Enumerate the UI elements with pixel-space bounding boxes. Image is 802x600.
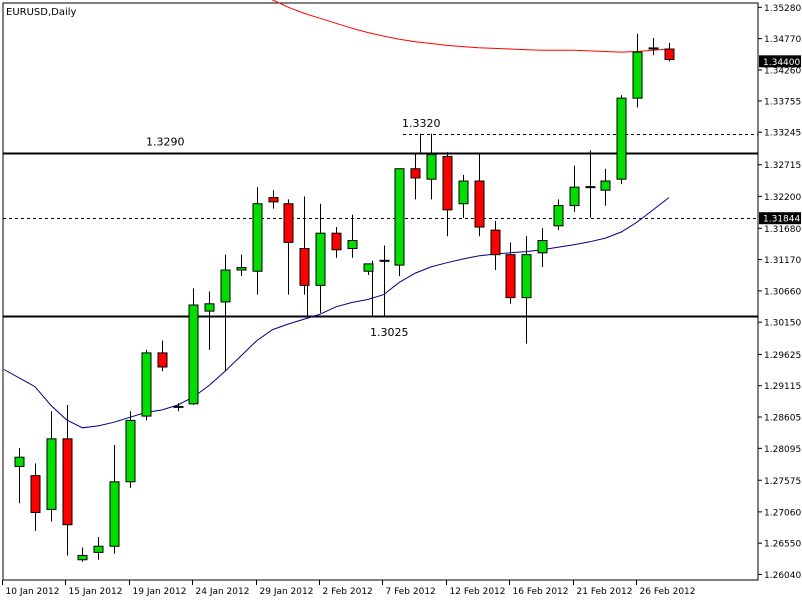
y-tick-label: 1.27060 [764,508,801,518]
y-tick-label: 1.34770 [764,35,801,45]
x-tick-label: 29 Jan 2012 [260,587,314,597]
price-tag-text: 1.34400 [763,58,800,68]
x-tick-label: 10 Jan 2012 [6,587,60,597]
candle-bull [46,438,57,510]
level-annotation: 1.3320 [402,117,441,130]
candle-bear [442,155,453,211]
x-tick-label: 7 Feb 2012 [386,587,436,597]
x-tick-label: 19 Jan 2012 [133,587,187,597]
price-axis: 1.35280 1.34770 1.34260 1.33755 1.33245 1.327… [758,4,801,581]
price-tag-box [759,212,801,225]
moving-average-line [271,0,669,53]
chart-title: EURUSD,Daily [6,7,77,18]
x-tick-label: 21 Feb 2012 [577,587,633,597]
candle-bear [30,475,41,513]
y-tick-label: 1.34260 [764,66,801,76]
candle-bull [315,232,326,286]
candle-bear [490,229,501,256]
y-tick-label: 1.28095 [764,445,801,455]
candle-bull [458,180,469,205]
price-tags: 1.34400 1.31844 [759,55,801,225]
candle-bear [331,232,342,251]
y-tick-label: 1.26550 [764,540,801,550]
x-tick-label: 24 Jan 2012 [196,587,250,597]
candle-bear [664,48,675,60]
candle-bull [553,205,564,227]
level-annotation: 1.3025 [370,326,409,339]
y-tick-label: 1.32715 [764,161,801,171]
candle-bull [236,267,247,271]
y-tick-label: 1.31170 [764,256,801,266]
candle-bull [394,168,405,266]
candle-bull [14,456,25,467]
price-tag-box [759,55,801,68]
candle-bull [537,240,548,254]
plot-frame [2,2,759,581]
y-tick-label: 1.28605 [764,414,801,424]
y-tick-label: 1.32200 [764,193,801,203]
y-tick-label: 1.33245 [764,129,801,139]
y-tick-label: 1.27575 [764,477,801,487]
candle-bull [204,303,215,312]
y-tick-label: 1.29115 [764,382,801,392]
price-tag-text: 1.31844 [763,215,800,225]
candle-bear [283,203,294,243]
y-tick-label: 1.26040 [764,571,801,581]
candle-bull [141,352,152,417]
candle-bull [521,254,532,299]
y-tick-label: 1.35280 [764,4,801,14]
y-tick-label: 1.31680 [764,225,801,235]
x-tick-label: 12 Feb 2012 [450,587,506,597]
candle-bull [220,269,231,303]
y-tick-label: 1.30660 [764,287,801,297]
candle-bull [125,419,136,483]
y-tick-label: 1.30150 [764,319,801,329]
candle-bull [600,180,611,191]
x-tick-label: 15 Jan 2012 [69,587,123,597]
candle-bull [77,554,88,561]
candle-bear [268,197,279,203]
moving-average-line [3,197,670,429]
candle-bull [109,481,120,547]
x-tick-label: 16 Feb 2012 [513,587,569,597]
candle-bull [569,186,580,207]
level-annotation: 1.3290 [146,135,185,148]
candle-bull [252,203,263,272]
moving-averages [3,0,670,429]
candle-bull [363,263,374,272]
time-axis: 10 Jan 2012 15 Jan 2012 19 Jan 2012 24 Jan … [2,580,696,597]
candle-bear [410,168,421,179]
candle-bull [426,154,437,180]
annotations: 1.3290 1.3320 1.3025 [146,117,441,339]
candle-bear [474,180,485,228]
candle-bear [157,352,168,368]
candle-bear [505,254,516,299]
candle-bull [188,304,199,405]
y-tick-label: 1.33755 [764,97,801,107]
x-tick-label: 26 Feb 2012 [640,587,696,597]
candle-bear [62,438,73,526]
horizontal-lines [3,133,758,318]
candle-bull [347,240,358,250]
candle-bear [299,248,310,286]
candles [14,33,675,562]
x-tick-label: 2 Feb 2012 [323,587,373,597]
candle-bull [616,97,627,180]
y-tick-label: 1.29625 [764,351,801,361]
candle-bull [93,545,104,553]
candle-bull [632,51,643,99]
